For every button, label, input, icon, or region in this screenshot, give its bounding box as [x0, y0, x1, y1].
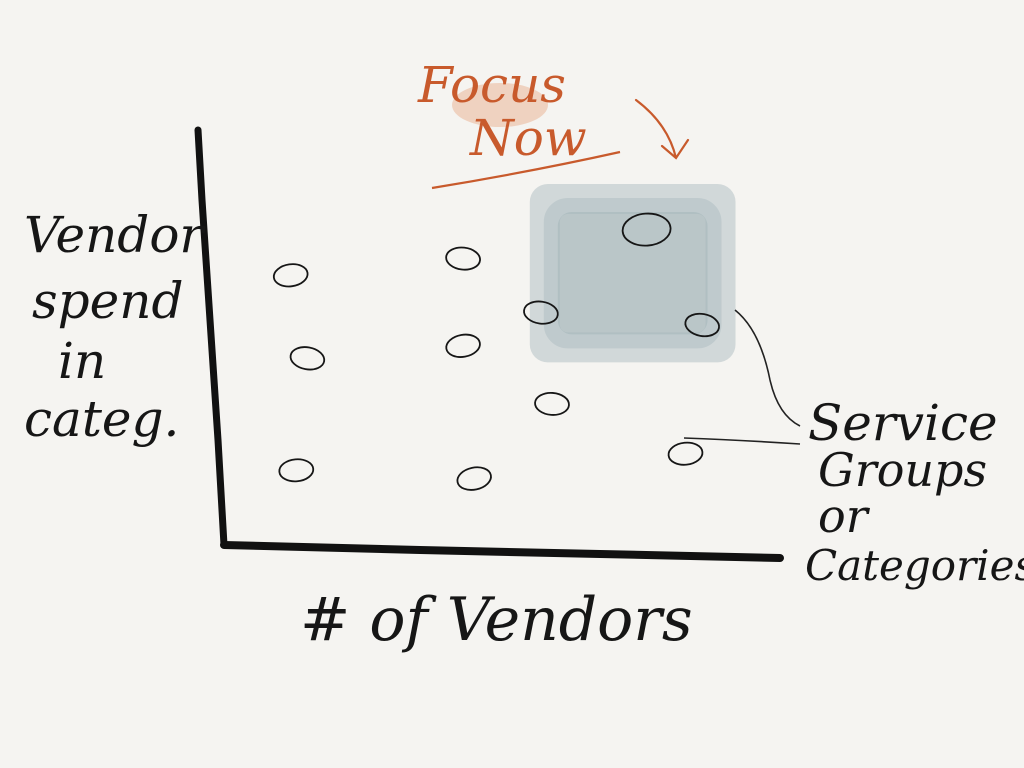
x-axis-label: # of Vendors [300, 585, 693, 655]
legend-pointer-line-upper [734, 309, 801, 427]
data-point [278, 458, 315, 483]
data-point [684, 312, 720, 338]
y-label-line-4: categ. [24, 390, 179, 448]
legend-line-3: or [818, 489, 871, 543]
focus-label-line-2: Now [469, 109, 587, 167]
y-axis-label: Vendor spend in categ. [24, 206, 206, 448]
y-axis [194, 126, 228, 549]
focus-region-wash [529, 183, 736, 363]
data-point [445, 246, 481, 271]
data-point [445, 333, 481, 358]
legend-annotation: Service Groups or Categories [683, 309, 1024, 590]
legend-pointer-line-lower [683, 437, 801, 445]
data-point [272, 263, 309, 288]
legend-line-1: Service [808, 394, 998, 452]
legend-line-2: Groups [818, 443, 987, 497]
y-label-line-3: in [58, 332, 106, 390]
focus-region-ring [543, 197, 722, 349]
focus-label-line-1: Focus [417, 56, 566, 114]
y-label-line-2: spend [32, 272, 183, 330]
focus-region-core [557, 211, 708, 335]
data-point [534, 391, 570, 416]
data-point [456, 466, 492, 491]
data-points [272, 212, 720, 491]
legend-line-4: Categories [805, 541, 1024, 590]
data-point [289, 346, 326, 371]
y-label-line-1: Vendor [24, 206, 206, 264]
focus-annotation: Focus Now [417, 56, 690, 190]
focus-arrow-icon [634, 98, 690, 160]
data-point [523, 300, 559, 325]
focus-underline [431, 150, 621, 190]
data-point [621, 212, 672, 247]
x-axis [220, 541, 784, 562]
focus-highlight-wash [452, 83, 548, 127]
data-point [667, 441, 704, 466]
focus-region [529, 183, 736, 363]
